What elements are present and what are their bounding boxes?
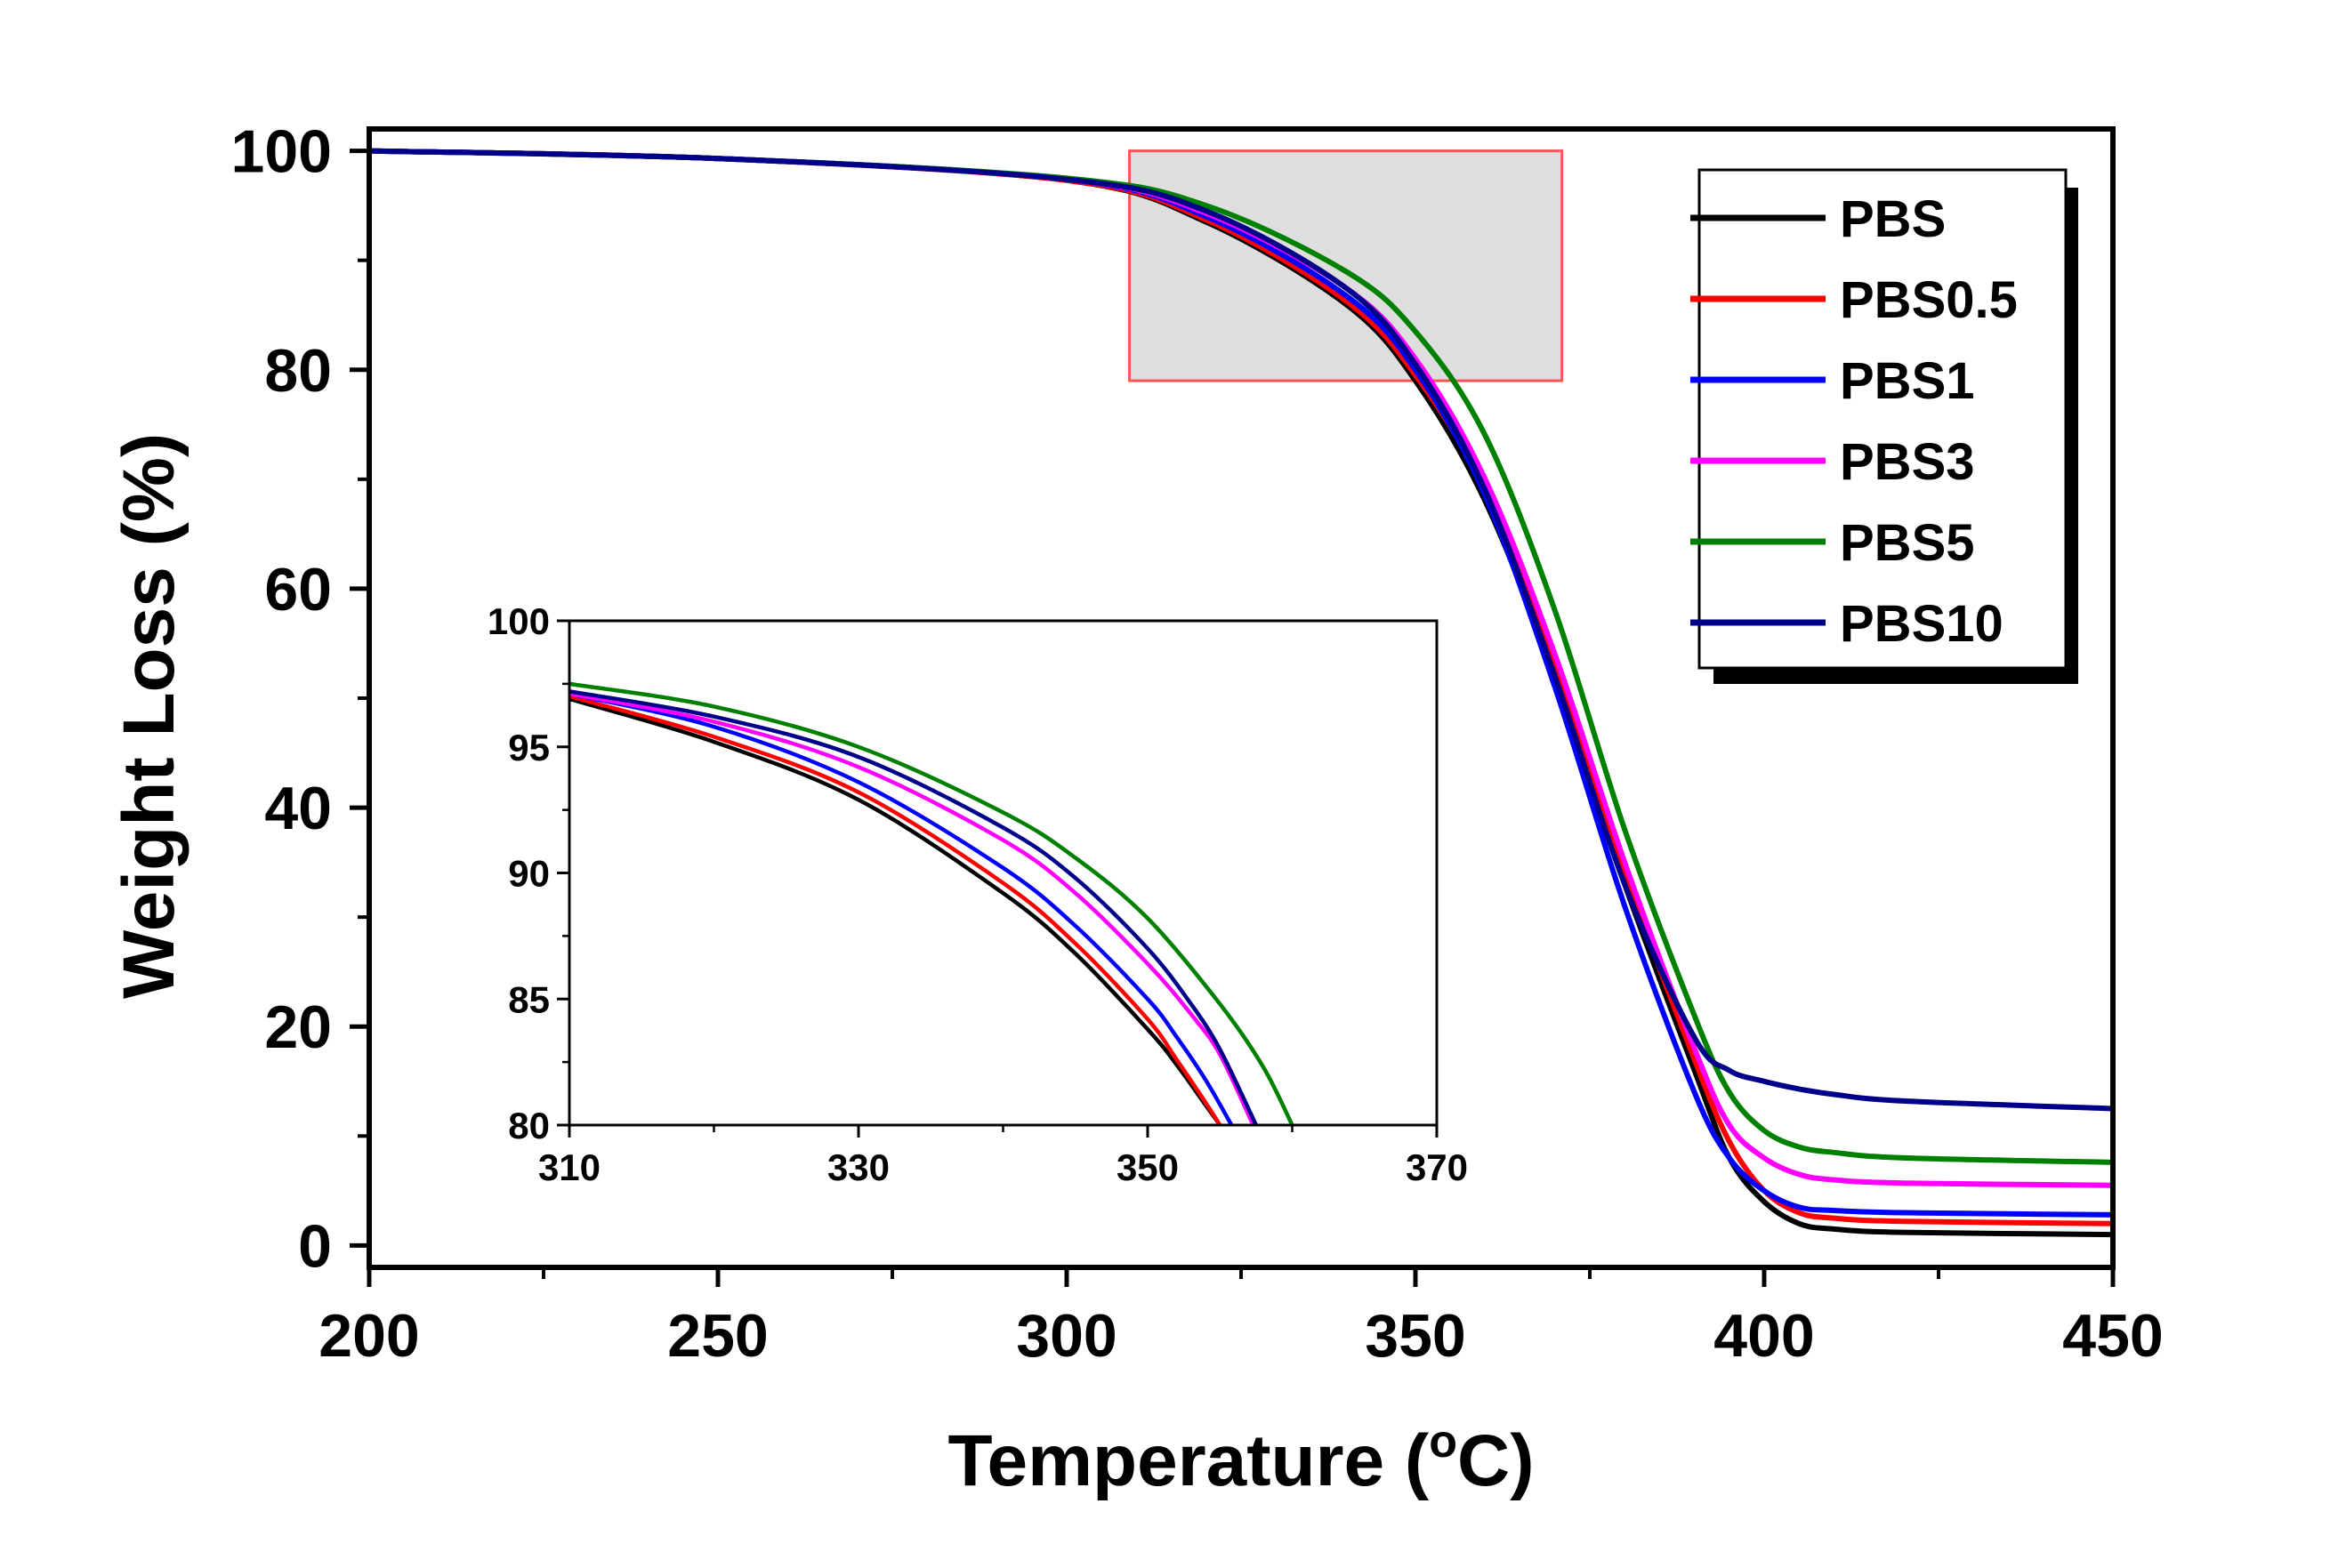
inset-series-line-pbs3 (568, 691, 1255, 1126)
y-tick-label: 40 (264, 775, 332, 842)
inset-series-line-pbs5 (568, 681, 1294, 1126)
inset-series-line-pbs0-5 (568, 694, 1222, 1127)
legend-label-pbs0-5: PBS0.5 (1840, 271, 2018, 329)
x-tick-label: 450 (2062, 1302, 2163, 1370)
series-line-pbs10 (368, 148, 2114, 1112)
legend: PBS PBS0.5 PBS1 PBS3 PBS5 PBS10 (1690, 168, 2078, 684)
inset-axis-ticks: 310 330 350 370 80 85 90 95 100 (488, 600, 1468, 1188)
inset-y-tick-label: 90 (508, 853, 550, 895)
main-axis-ticks: 200 250 300 350 400 450 0 20 40 60 80 100 (231, 118, 2164, 1370)
inset-x-tick-label: 370 (1406, 1146, 1468, 1188)
inset-y-tick-label: 95 (508, 727, 550, 768)
inset-y-tick-label: 85 (508, 978, 550, 1020)
y-tick-label: 100 (231, 118, 332, 186)
y-axis-title: Weight Loss (%) (109, 433, 189, 999)
x-tick-label: 400 (1713, 1302, 1814, 1370)
y-tick-label: 20 (264, 993, 332, 1061)
inset-x-tick-label: 330 (827, 1146, 890, 1188)
inset-series-line-pbs10 (568, 689, 1258, 1126)
legend-label-pbs3: PBS3 (1840, 433, 1975, 491)
x-tick-label: 350 (1365, 1302, 1465, 1370)
inset-y-tick-label: 80 (508, 1105, 550, 1146)
inset-series-line-pbs (568, 696, 1222, 1127)
x-tick-label: 300 (1016, 1302, 1117, 1370)
x-axis-title: Temperature (oC) (947, 1416, 1534, 1501)
x-tick-label: 200 (318, 1302, 419, 1370)
main-series-group (368, 148, 2114, 1238)
x-tick-label: 250 (667, 1302, 768, 1370)
legend-box (1697, 168, 2068, 670)
legend-label-pbs1: PBS1 (1840, 352, 1975, 410)
legend-label-pbs5: PBS5 (1840, 514, 1975, 572)
inset-x-tick-label: 310 (538, 1146, 601, 1188)
legend-label-pbs10: PBS10 (1840, 595, 2003, 653)
inset-background (569, 621, 1437, 1125)
inset-series-group (568, 681, 1294, 1127)
inset-y-tick-label: 100 (488, 600, 550, 642)
zoom-region-highlight (1128, 149, 1564, 382)
y-tick-label: 60 (264, 556, 332, 623)
y-tick-label: 0 (298, 1212, 332, 1280)
y-tick-label: 80 (264, 337, 332, 405)
inset-x-tick-label: 350 (1117, 1146, 1179, 1188)
legend-label-pbs: PBS (1840, 190, 1946, 248)
inset-series-line-pbs1 (568, 692, 1234, 1127)
